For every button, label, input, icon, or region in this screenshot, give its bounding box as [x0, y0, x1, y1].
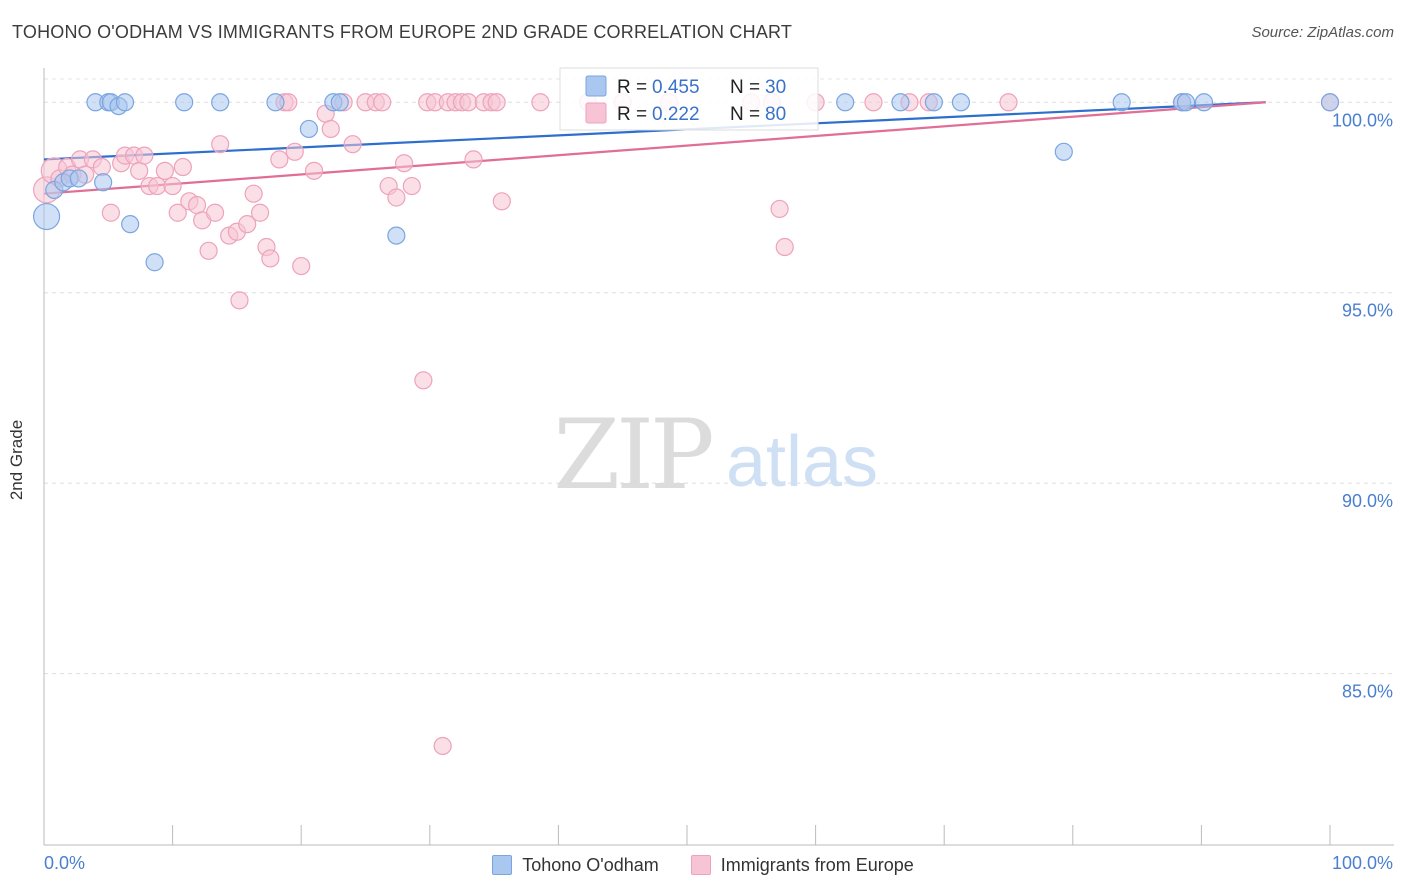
- point-europe: [433, 736, 452, 756]
- point-europe: [205, 203, 225, 222]
- trend-lines: [43, 101, 1266, 195]
- point-tohono: [94, 173, 113, 192]
- point-europe: [148, 176, 167, 196]
- point-europe: [173, 157, 192, 177]
- point-europe: [238, 215, 257, 234]
- point-europe: [414, 371, 433, 390]
- point-europe: [864, 93, 883, 112]
- axes: [43, 68, 1394, 846]
- point-tohono: [121, 215, 140, 234]
- source-label: Source: ZipAtlas.com: [1251, 24, 1394, 41]
- point-europe: [770, 199, 789, 219]
- point-europe: [402, 176, 421, 196]
- x-tick-label-right: 100.0%: [1332, 853, 1393, 873]
- point-europe: [999, 93, 1018, 112]
- point-tohono: [211, 93, 230, 112]
- point-tohono: [836, 93, 855, 112]
- point-tohono: [115, 93, 135, 112]
- point-europe: [487, 93, 506, 112]
- y-tick-label: 90.0%: [1342, 491, 1393, 511]
- point-tohono: [1112, 93, 1131, 112]
- point-europe: [250, 203, 270, 222]
- point-tohono: [1320, 93, 1340, 112]
- point-europe: [304, 161, 324, 180]
- point-europe: [270, 150, 289, 169]
- point-europe: [387, 188, 406, 207]
- point-europe: [135, 146, 154, 165]
- point-europe: [464, 150, 483, 169]
- point-europe: [155, 161, 174, 180]
- point-tohono: [891, 93, 910, 112]
- point-europe: [394, 154, 414, 173]
- point-europe: [230, 291, 249, 310]
- legend-label-europe: Immigrants from Europe: [720, 854, 914, 875]
- point-tohono: [1054, 142, 1073, 161]
- point-europe: [261, 249, 280, 268]
- trend-line-europe: [43, 101, 1266, 195]
- point-europe: [459, 93, 478, 112]
- point-europe: [168, 203, 187, 222]
- point-europe: [211, 135, 230, 154]
- legend-label-tohono: Tohono O'odham: [522, 854, 659, 875]
- watermark-zip: ZIP: [553, 399, 712, 511]
- point-tohono: [387, 226, 406, 245]
- point-europe: [285, 142, 304, 161]
- point-tohono: [1194, 93, 1214, 112]
- stats-text: R = 0.222 N = 80: [617, 104, 786, 125]
- point-europe: [292, 256, 311, 276]
- point-tohono: [951, 93, 971, 112]
- y-tick-label: 95.0%: [1342, 301, 1393, 321]
- point-tohono: [1176, 93, 1196, 112]
- y-tick-label: 85.0%: [1342, 682, 1393, 702]
- point-tohono: [175, 93, 194, 112]
- gridlines: [44, 78, 1394, 675]
- stats-swatch: [585, 102, 607, 124]
- point-europe: [775, 237, 794, 257]
- point-europe: [101, 203, 120, 222]
- point-europe: [244, 184, 263, 203]
- point-europe: [130, 161, 149, 180]
- point-tohono: [299, 119, 319, 139]
- point-tohono: [145, 253, 164, 272]
- legend: Tohono O'odham Immigrants from Europe: [0, 852, 1406, 878]
- x-tick-label-left: 0.0%: [44, 853, 85, 873]
- point-europe: [531, 93, 550, 112]
- point-europe: [187, 196, 207, 215]
- point-europe: [492, 192, 511, 211]
- stats-legend-box: R = 0.455 N = 30 R = 0.222 N = 80: [559, 67, 819, 131]
- point-europe: [373, 93, 392, 112]
- legend-item-europe[interactable]: Immigrants from Europe: [690, 854, 914, 876]
- tick-labels: 100.0% 95.0% 90.0% 85.0% 0.0% 100.0%: [44, 110, 1393, 873]
- point-europe: [92, 157, 111, 177]
- stats-text: R = 0.455 N = 30: [617, 77, 786, 98]
- watermark-atlas: atlas: [726, 422, 878, 502]
- point-tohono: [924, 93, 944, 112]
- point-tohono: [266, 93, 285, 112]
- point-europe: [199, 241, 218, 260]
- trend-line-tohono: [43, 101, 1266, 161]
- stats-swatch: [585, 75, 607, 97]
- point-tohono: [330, 93, 349, 112]
- point-europe: [321, 119, 340, 139]
- point-europe: [343, 135, 362, 154]
- point-tohono: [69, 169, 88, 188]
- chart-title: TOHONO O'ODHAM VS IMMIGRANTS FROM EUROPE…: [12, 22, 793, 42]
- legend-item-tohono[interactable]: Tohono O'odham: [492, 855, 659, 876]
- y-tick-label: 100.0%: [1332, 110, 1393, 130]
- legend-swatch-tohono: [492, 855, 513, 875]
- point-europe: [163, 176, 182, 196]
- legend-swatch-europe: [690, 855, 711, 875]
- watermark: ZIP atlas: [553, 399, 878, 511]
- point-tohono: [32, 202, 61, 231]
